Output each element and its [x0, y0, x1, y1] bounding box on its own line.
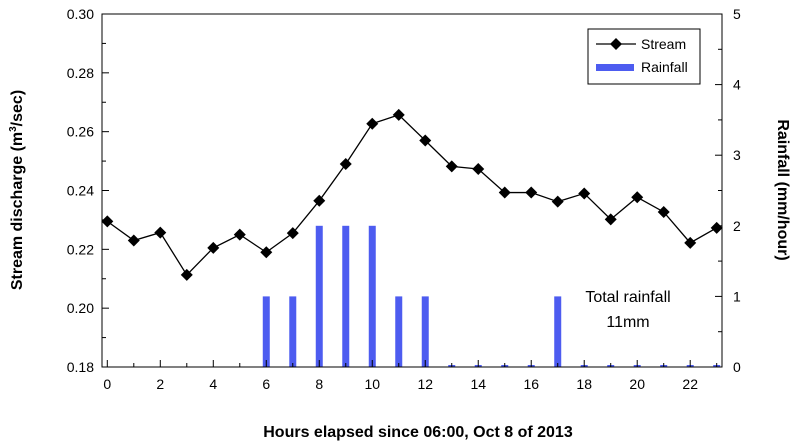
rainfall-bar: [315, 225, 323, 367]
legend: Stream Rainfall: [587, 28, 701, 85]
annotation-line2: 11mm: [606, 314, 649, 331]
y-left-axis-title: Stream discharge (m3/sec): [8, 90, 26, 290]
rainfall-bar: [554, 296, 562, 367]
x-axis-title: Hours elapsed since 06:00, Oct 8 of 2013: [263, 424, 573, 441]
stream-point: [127, 234, 140, 247]
stream-point: [578, 187, 591, 200]
y-left-tick-label: 0.20: [67, 300, 94, 316]
stream-point: [366, 117, 379, 130]
axis-ticks: 0 2 4 6 8 10 12 14 16 18 20 220.180.200.220.240.260…: [67, 6, 741, 392]
stream-point: [498, 186, 511, 199]
stream-point: [445, 160, 458, 173]
stream-series: [101, 108, 723, 281]
stream-point: [525, 186, 538, 199]
y-right-tick-label: 1: [733, 288, 741, 304]
y-left-tick-label: 0.22: [67, 241, 94, 257]
x-tick-label: 20: [629, 376, 645, 392]
x-tick-label: 2: [156, 376, 164, 392]
annotation-line1: Total rainfall: [585, 289, 670, 306]
legend-box: [587, 28, 701, 85]
legend-rainfall-swatch: [596, 64, 634, 71]
y-right-tick-label: 3: [733, 147, 741, 163]
x-tick-label: 14: [470, 376, 486, 392]
legend-stream-label: Stream: [641, 36, 686, 52]
x-tick-label: 22: [682, 376, 698, 392]
stream-point: [551, 195, 564, 208]
stream-point: [180, 268, 193, 281]
legend-stream-marker: [610, 38, 622, 50]
y-right-tick-label: 0: [733, 359, 741, 375]
y-left-title-sup: 3: [8, 126, 19, 132]
stream-point: [154, 226, 167, 239]
y-left-title-main: Stream discharge (m: [9, 132, 26, 290]
stream-point: [657, 205, 670, 218]
x-tick-label: 10: [364, 376, 380, 392]
stream-point: [233, 228, 246, 241]
stream-point: [419, 134, 432, 147]
x-tick-label: 18: [576, 376, 592, 392]
y-right-tick-label: 2: [733, 218, 741, 234]
stream-point: [604, 213, 617, 226]
stream-point: [631, 191, 644, 204]
rainfall-bar: [421, 296, 429, 367]
stream-point: [101, 215, 114, 228]
stream-point: [472, 163, 485, 176]
stream-point: [286, 227, 299, 240]
stream-point: [260, 246, 273, 259]
x-tick-label: 8: [315, 376, 323, 392]
stream-point: [207, 241, 220, 254]
stream-point: [392, 108, 405, 121]
y-left-tick-label: 0.30: [67, 6, 94, 22]
stream-point: [684, 236, 697, 249]
rainfall-bar: [262, 296, 270, 367]
y-right-axis-title: Rainfall (mm/hour): [774, 119, 791, 260]
rainfall-bar: [342, 225, 350, 367]
y-left-tick-label: 0.26: [67, 124, 94, 140]
stream-line: [106, 114, 718, 276]
stream-point: [313, 194, 326, 207]
x-tick-label: 12: [417, 376, 433, 392]
rainfall-bar: [368, 225, 376, 367]
stream-point: [339, 158, 352, 171]
y-left-tick-label: 0.28: [67, 65, 94, 81]
x-tick-label: 6: [262, 376, 270, 392]
rainfall-bar: [395, 296, 403, 367]
y-right-tick-label: 4: [733, 77, 741, 93]
x-tick-label: 16: [523, 376, 539, 392]
y-left-tick-label: 0.24: [67, 183, 94, 199]
y-left-title-tail: /sec): [9, 90, 26, 126]
legend-rainfall-label: Rainfall: [641, 59, 688, 75]
x-tick-label: 4: [209, 376, 217, 392]
rainfall-bar: [289, 296, 297, 367]
stream-point: [710, 221, 723, 234]
y-right-tick-label: 5: [733, 6, 741, 22]
x-tick-label: 0: [103, 376, 111, 392]
y-left-tick-label: 0.18: [67, 359, 94, 375]
